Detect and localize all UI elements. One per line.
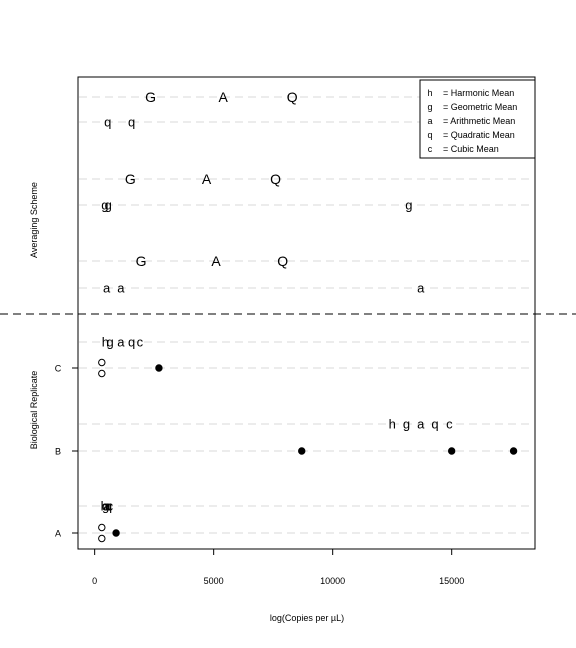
y-tick-label: B (55, 447, 61, 457)
legend-symbol: c (428, 144, 433, 154)
legend-label: = Quadratic Mean (443, 130, 515, 140)
scheme-mark-g: g (101, 198, 108, 213)
observation-point-open (98, 369, 106, 378)
scheme-mark-g: g (105, 198, 112, 213)
x-tick-label: 0 (92, 576, 97, 586)
replicate-mean-mark-h: h (102, 335, 109, 350)
replicate-mean-mark-g: g (107, 335, 114, 350)
scheme-mark-A: A (202, 171, 212, 187)
legend-label: = Cubic Mean (443, 144, 499, 154)
observation-point-open (98, 534, 106, 543)
replicate-mean-mark-a: a (417, 417, 425, 432)
plot-frame (77, 76, 536, 550)
y-tick-label: C (55, 364, 62, 374)
legend-label: = Harmonic Mean (443, 88, 514, 98)
legend-symbol: a (427, 116, 432, 126)
observation-point-filled (298, 447, 306, 455)
legend-label: = Arithmetic Mean (443, 116, 515, 126)
legend: h = Harmonic Mean g = Geometric Mean a = Arit… (419, 79, 536, 159)
replicate-mean-mark-c: c (137, 335, 144, 350)
replicate-mean-mark-g: g (102, 499, 109, 514)
scheme-mark-A: A (219, 89, 229, 105)
y-axis: C B A (55, 364, 78, 539)
legend-box (419, 79, 536, 159)
replicate-mean-mark-h: h (101, 499, 108, 514)
y-axis-label-biological-replicate: Biological Replicate (29, 371, 39, 450)
x-axis-label: log(Copies per µL) (270, 613, 344, 623)
grid-lines (79, 96, 534, 534)
observation-point-filled (509, 447, 518, 455)
x-tick-label: 5000 (204, 576, 224, 586)
scheme-mark-g: g (405, 198, 412, 213)
legend-symbol: q (427, 130, 432, 140)
legend-label: = Geometric Mean (443, 102, 517, 112)
legend-symbol: h (427, 88, 432, 98)
replicate-mean-mark-h: h (389, 417, 396, 432)
replicate-mean-mark-g: g (403, 417, 410, 432)
scheme-mark-q: q (128, 115, 135, 130)
x-axis: 0 5000 10000 15000 (92, 549, 464, 586)
replicate-mean-mark-c: c (446, 417, 453, 432)
x-tick-label: 15000 (439, 576, 464, 586)
x-tick-label: 10000 (320, 576, 345, 586)
replicate-mean-mark-q: q (128, 335, 135, 350)
observation-point-filled (447, 447, 456, 455)
scheme-mark-Q: Q (287, 89, 298, 105)
replicate-mean-mark-a: a (117, 335, 125, 350)
observation-point-open (98, 358, 106, 367)
scheme-mark-G: G (125, 171, 136, 187)
y-tick-label: A (55, 529, 61, 539)
replicate-mean-mark-q: q (431, 417, 438, 432)
scheme-mark-q: q (104, 115, 111, 130)
replicate-mean-mark-q: q (105, 499, 112, 514)
replicate-mean-mark-c: c (107, 499, 114, 514)
y-axis-label-averaging-scheme: Averaging Scheme (29, 182, 39, 258)
scheme-mark-a: a (417, 281, 425, 296)
legend-symbol: g (427, 102, 432, 112)
scheme-mark-G: G (136, 253, 147, 269)
scheme-mark-Q: Q (277, 253, 288, 269)
scheme-mark-Q: Q (270, 171, 281, 187)
scheme-mark-A: A (211, 253, 221, 269)
observation-point-filled (112, 529, 120, 537)
scheme-mark-a: a (103, 281, 111, 296)
observation-point-filled (155, 364, 163, 372)
replicate-mean-mark-a: a (103, 499, 111, 514)
observation-point-open (98, 523, 106, 532)
scheme-mark-G: G (145, 89, 156, 105)
scheme-mark-a: a (117, 281, 125, 296)
